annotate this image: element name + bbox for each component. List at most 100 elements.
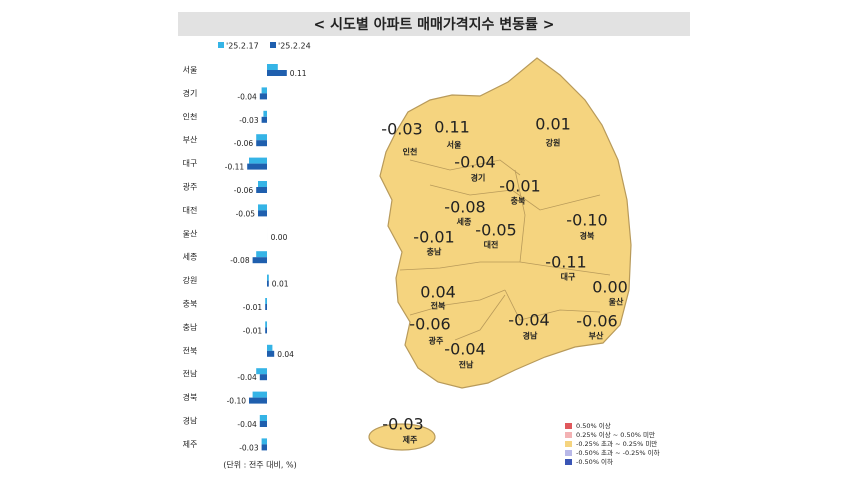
bar — [260, 93, 267, 99]
region-name: 부산 — [589, 331, 604, 341]
region-value: 0.04 — [420, 283, 456, 302]
bar — [265, 298, 267, 304]
region-value: -0.06 — [409, 315, 450, 334]
map-legend-swatch — [565, 432, 572, 438]
region-name: 충북 — [511, 196, 526, 206]
legend-swatch — [270, 42, 276, 48]
category-label: 부산 — [183, 135, 198, 145]
category-label: 대전 — [183, 205, 198, 215]
region-name: 강원 — [546, 138, 561, 148]
value-label: -0.05 — [236, 209, 256, 218]
bar — [253, 257, 267, 263]
bar — [267, 281, 269, 287]
region-value: -0.05 — [475, 221, 516, 240]
map-legend-swatch — [565, 423, 572, 429]
category-label: 인천 — [183, 111, 198, 121]
region-name: 대구 — [561, 272, 576, 282]
region-name: 경북 — [580, 231, 595, 241]
bar — [267, 70, 287, 76]
bar — [265, 327, 267, 333]
bar — [260, 421, 267, 427]
bar — [262, 438, 267, 444]
region-value: -0.04 — [508, 311, 549, 330]
value-label: -0.04 — [237, 420, 257, 429]
map-legend-swatch — [565, 459, 572, 465]
bar — [262, 87, 267, 93]
value-label: -0.10 — [227, 397, 247, 406]
map-legend-label: -0.25% 초과 ~ 0.25% 미만 — [576, 439, 657, 448]
category-label: 경남 — [183, 416, 198, 426]
region-name: 대전 — [484, 240, 499, 250]
region-name: 울산 — [609, 297, 624, 307]
value-label: -0.03 — [239, 443, 259, 452]
value-label: -0.04 — [237, 92, 257, 101]
region-value: -0.01 — [413, 228, 454, 247]
bar — [249, 398, 267, 404]
bar — [267, 351, 274, 357]
region-value: -0.10 — [566, 211, 607, 230]
value-label: -0.04 — [237, 373, 257, 382]
region-value: -0.11 — [545, 253, 586, 272]
category-label: 울산 — [183, 228, 198, 238]
bar — [256, 140, 267, 146]
bar — [267, 275, 269, 281]
bar — [247, 164, 267, 170]
region-name: 경기 — [471, 173, 486, 183]
category-label: 전남 — [183, 369, 198, 379]
region-value: 0.11 — [434, 118, 470, 137]
bar — [256, 134, 267, 140]
region-value: -0.06 — [576, 312, 617, 331]
chart-title: < 시도별 아파트 매매가격지수 변동률 > — [313, 16, 554, 33]
category-label: 제주 — [183, 440, 198, 449]
region-name: 경남 — [523, 331, 538, 341]
region-name: 전북 — [431, 301, 446, 311]
bar — [263, 111, 267, 117]
region-name: 서울 — [447, 140, 462, 150]
bar — [256, 251, 267, 257]
value-label: -0.01 — [243, 326, 263, 335]
value-label: -0.06 — [234, 139, 254, 148]
legend-swatch — [218, 42, 224, 48]
legend-label: '25.2.24 — [278, 42, 311, 51]
region-name: 제주 — [403, 435, 418, 445]
bar — [262, 117, 267, 123]
bar — [262, 444, 267, 450]
bar — [256, 368, 267, 374]
region-value: -0.03 — [382, 415, 423, 434]
value-label: 0.01 — [272, 280, 289, 289]
value-label: -0.06 — [234, 186, 254, 195]
bar — [260, 374, 267, 380]
bar — [258, 181, 267, 187]
region-value: 0.00 — [592, 278, 628, 297]
value-label: -0.01 — [243, 303, 263, 312]
value-label: -0.08 — [230, 256, 250, 265]
category-label: 강원 — [183, 275, 198, 285]
map-legend-swatch — [565, 450, 572, 456]
map-legend-label: 0.50% 이상 — [576, 421, 611, 430]
bar — [249, 158, 267, 164]
bar — [267, 345, 272, 351]
map-legend-label: 0.25% 이상 ~ 0.50% 미만 — [576, 430, 655, 439]
bar — [253, 392, 267, 398]
bar — [256, 187, 267, 193]
map-legend-swatch — [565, 441, 572, 447]
bar — [258, 204, 267, 210]
bar — [258, 210, 267, 216]
map-legend-label: -0.50% 이하 — [576, 457, 613, 466]
value-label: -0.03 — [239, 116, 259, 125]
region-value: -0.01 — [499, 177, 540, 196]
legend-label: '25.2.17 — [226, 42, 259, 51]
category-label: 세종 — [183, 253, 198, 262]
value-label: 0.04 — [277, 350, 294, 359]
region-value: 0.01 — [535, 115, 571, 134]
map-legend-label: -0.50% 초과 ~ -0.25% 이하 — [576, 448, 660, 457]
region-value: -0.04 — [454, 153, 495, 172]
bar — [265, 321, 267, 327]
category-label: 전북 — [183, 345, 198, 355]
category-label: 경기 — [183, 88, 198, 98]
region-name: 세종 — [457, 217, 472, 227]
region-value: -0.08 — [444, 198, 485, 217]
region-name: 인천 — [403, 147, 418, 157]
category-label: 광주 — [183, 182, 198, 192]
